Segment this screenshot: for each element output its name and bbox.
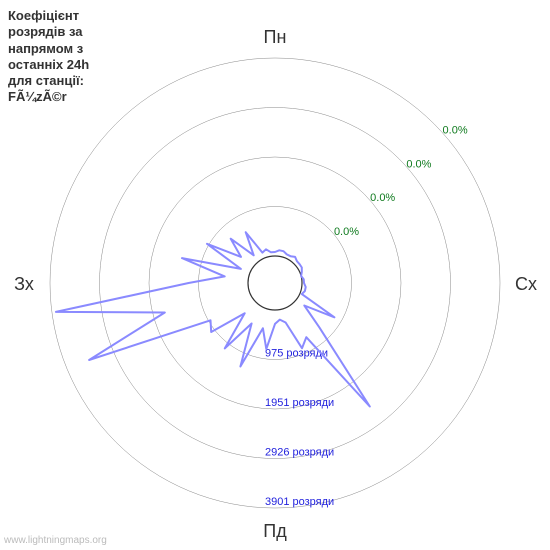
compass-south: Пд bbox=[263, 521, 287, 541]
center-hub bbox=[248, 256, 302, 310]
ring-percent-label: 0.0% bbox=[334, 226, 359, 238]
ring-percent-label: 0.0% bbox=[370, 192, 395, 204]
compass-east: Сх bbox=[515, 274, 537, 294]
polar-chart: ПнПдСхЗх0.0%0.0%0.0%0.0%975 розряди1951 … bbox=[0, 0, 550, 550]
compass-north: Пн bbox=[264, 27, 287, 47]
ring-count-label: 1951 розряди bbox=[265, 397, 334, 409]
ring-count-label: 3901 розряди bbox=[265, 496, 334, 508]
compass-west: Зх bbox=[14, 274, 34, 294]
ring-count-label: 2926 розряди bbox=[265, 447, 334, 459]
ring-percent-label: 0.0% bbox=[443, 125, 468, 137]
ring-percent-label: 0.0% bbox=[406, 158, 431, 170]
rose-polygon bbox=[56, 232, 370, 406]
